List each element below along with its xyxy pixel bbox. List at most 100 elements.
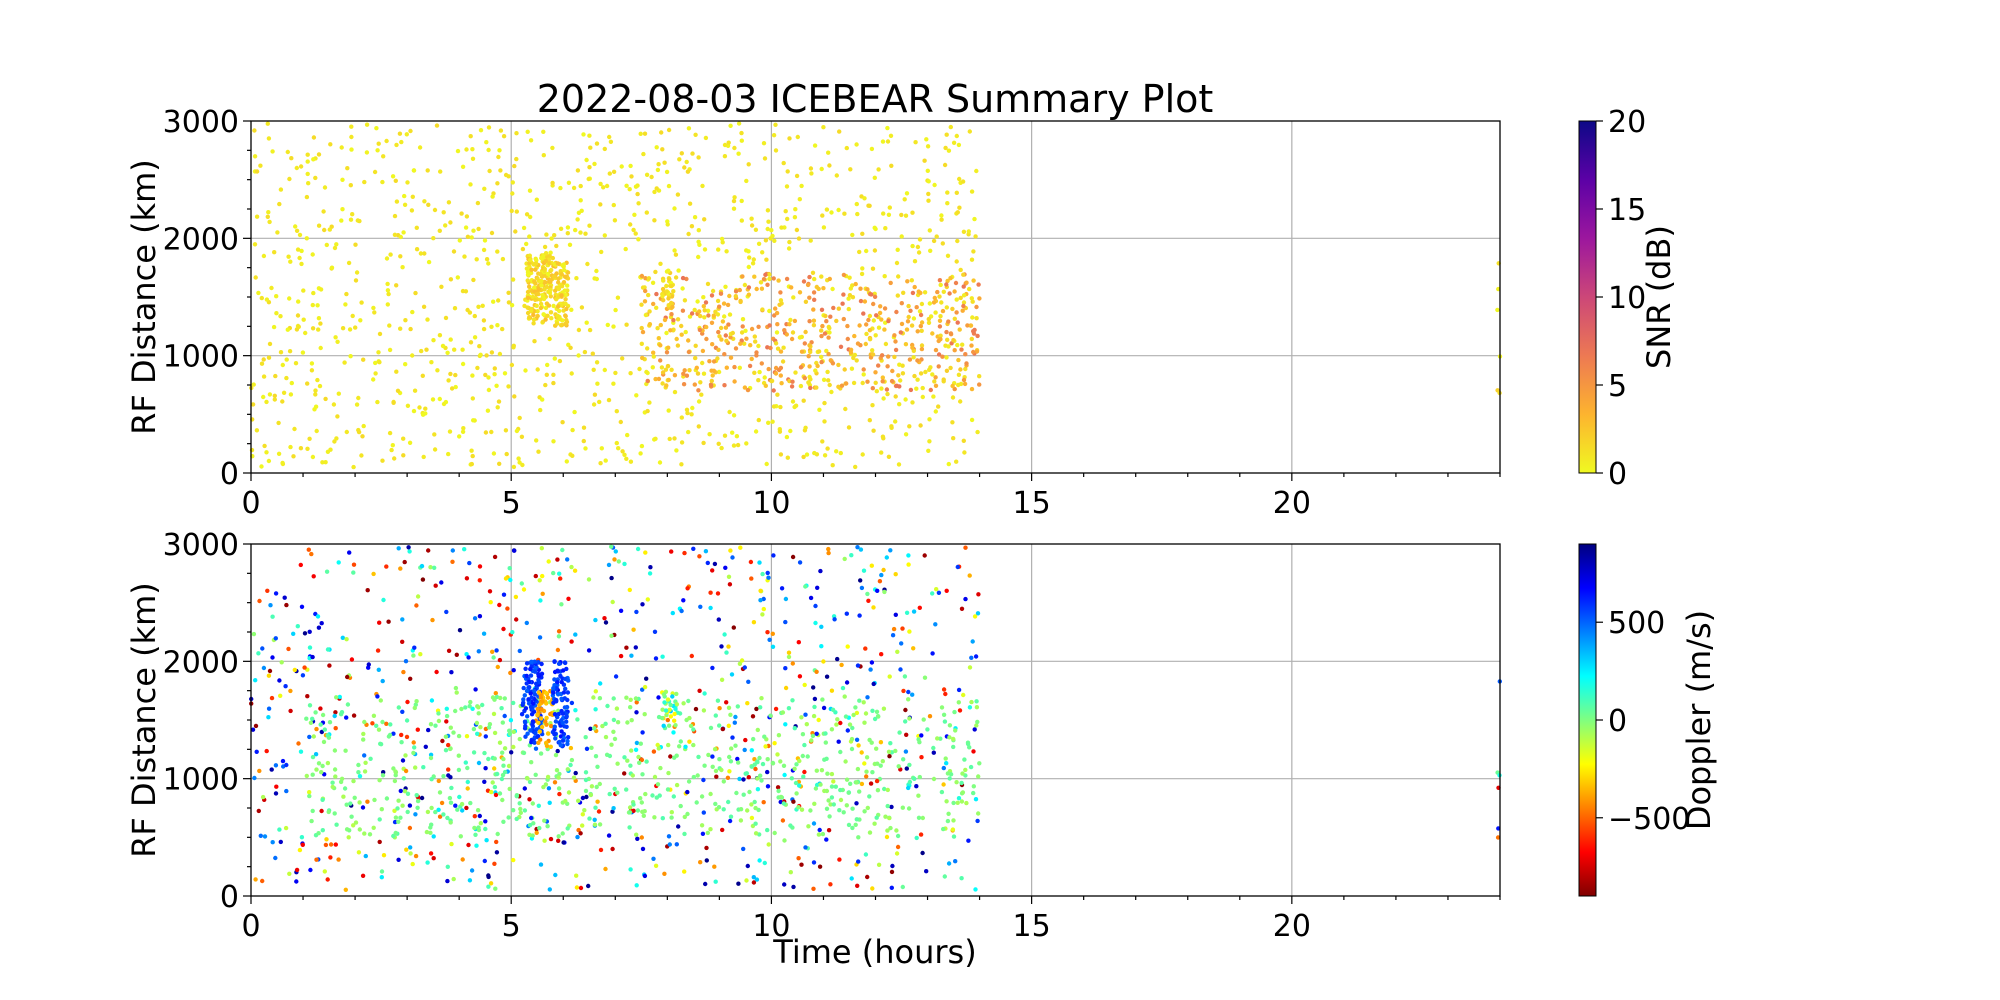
doppler-scatter-point	[319, 621, 324, 626]
doppler-scatter-point	[957, 708, 963, 713]
doppler-scatter-point	[319, 808, 324, 814]
snr-scatter-point	[784, 434, 790, 440]
snr-scatter-point	[440, 343, 446, 349]
snr-scatter-point	[300, 350, 306, 355]
snr-scatter-point	[701, 371, 707, 376]
snr-scatter-point	[747, 255, 752, 260]
snr-scatter-point	[899, 301, 904, 306]
doppler-scatter-point	[575, 717, 580, 722]
snr-scatter-point	[445, 350, 450, 355]
snr-scatter-point	[840, 301, 845, 306]
doppler-scatter-point	[811, 886, 816, 891]
doppler-scatter-point	[533, 665, 538, 671]
snr-scatter-point	[553, 288, 558, 293]
doppler-scatter-point	[666, 742, 671, 748]
doppler-scatter-point	[501, 763, 506, 768]
doppler-scatter-point	[850, 825, 855, 831]
doppler-scatter-point	[274, 784, 279, 789]
snr-scatter-point	[672, 206, 677, 211]
snr-scatter-point	[745, 387, 751, 393]
snr-scatter-point	[438, 169, 443, 174]
doppler-scatter-point	[755, 760, 760, 765]
doppler-scatter-point	[522, 808, 528, 813]
doppler-scatter-point	[538, 862, 544, 867]
doppler-scatter-point	[673, 723, 678, 728]
doppler-scatter-point	[856, 835, 861, 840]
doppler-scatter-point	[450, 559, 455, 564]
doppler-scatter-point	[408, 845, 413, 850]
doppler-scatter-point	[320, 797, 325, 802]
doppler-scatter-point	[817, 827, 822, 833]
doppler-scatter-point	[741, 777, 746, 782]
doppler-scatter-point	[497, 791, 503, 796]
snr-scatter-point	[766, 219, 771, 224]
snr-scatter-point	[625, 432, 630, 438]
doppler-scatter-point	[530, 722, 535, 727]
doppler-scatter-point	[895, 833, 901, 839]
doppler-scatter-point	[907, 779, 913, 785]
doppler-scatter-point	[765, 784, 771, 789]
snr-scatter-point	[606, 397, 612, 403]
doppler-scatter-point	[789, 776, 794, 781]
doppler-scatter-point	[685, 811, 690, 817]
snr-scatter-point	[958, 295, 963, 301]
doppler-scatter-point	[548, 744, 553, 749]
snr-scatter-point	[310, 252, 315, 257]
doppler-scatter-point	[501, 592, 507, 597]
snr-x-tick-label: 10	[752, 486, 790, 521]
snr-scatter-point	[743, 328, 748, 333]
doppler-scatter-point	[453, 803, 458, 808]
doppler-scatter-point	[971, 784, 976, 789]
doppler-scatter-point	[377, 620, 382, 625]
doppler-scatter-point	[486, 884, 491, 889]
doppler-scatter-point	[501, 756, 506, 762]
doppler-scatter-point	[888, 548, 893, 553]
doppler-scatter-point	[631, 627, 636, 632]
snr-scatter-point	[543, 317, 548, 322]
doppler-scatter-point	[569, 639, 574, 644]
snr-scatter-point	[631, 227, 636, 233]
doppler-scatter-point	[815, 585, 820, 590]
doppler-scatter-point	[842, 694, 847, 699]
doppler-scatter-point	[322, 727, 327, 732]
snr-scatter-point	[873, 333, 878, 338]
snr-scatter-point	[564, 306, 569, 312]
snr-scatter-point	[858, 298, 864, 304]
doppler-scatter-point	[457, 628, 463, 633]
snr-scatter-point	[662, 317, 668, 323]
doppler-scatter-point	[592, 822, 598, 827]
doppler-scatter-point	[404, 847, 409, 852]
doppler-scatter-point	[357, 774, 363, 779]
doppler-scatter-point	[517, 648, 522, 654]
doppler-scatter-point	[927, 714, 933, 719]
doppler-scatter-point	[325, 733, 330, 738]
snr-scatter-point	[271, 324, 277, 330]
snr-scatter-point	[819, 354, 824, 360]
snr-scatter-point	[297, 232, 303, 238]
snr-scatter-point	[594, 141, 600, 146]
snr-scatter-point	[794, 173, 800, 179]
doppler-scatter-point	[598, 681, 603, 686]
snr-scatter-point	[749, 326, 755, 332]
snr-scatter-point	[446, 200, 452, 205]
snr-scatter-point	[563, 301, 568, 306]
doppler-scatter-point	[258, 833, 263, 838]
snr-scatter-point	[372, 310, 377, 315]
snr-scatter-point	[955, 210, 960, 215]
doppler-scatter-point	[523, 723, 528, 729]
doppler-scatter-point	[710, 764, 715, 769]
snr-scatter-point	[460, 347, 465, 352]
doppler-scatter-point	[622, 561, 627, 567]
snr-scatter-point	[928, 365, 933, 370]
snr-scatter-point	[881, 396, 886, 401]
snr-scatter-point	[484, 353, 489, 358]
snr-scatter-point	[716, 441, 721, 446]
doppler-scatter-point	[544, 701, 549, 706]
snr-scatter-point	[554, 321, 560, 326]
doppler-scatter-point	[919, 733, 924, 738]
snr-scatter-point	[531, 321, 536, 326]
snr-scatter-point	[485, 408, 491, 413]
doppler-scatter-point	[925, 727, 930, 732]
snr-scatter-point	[555, 304, 561, 309]
doppler-scatter-point	[775, 785, 781, 790]
